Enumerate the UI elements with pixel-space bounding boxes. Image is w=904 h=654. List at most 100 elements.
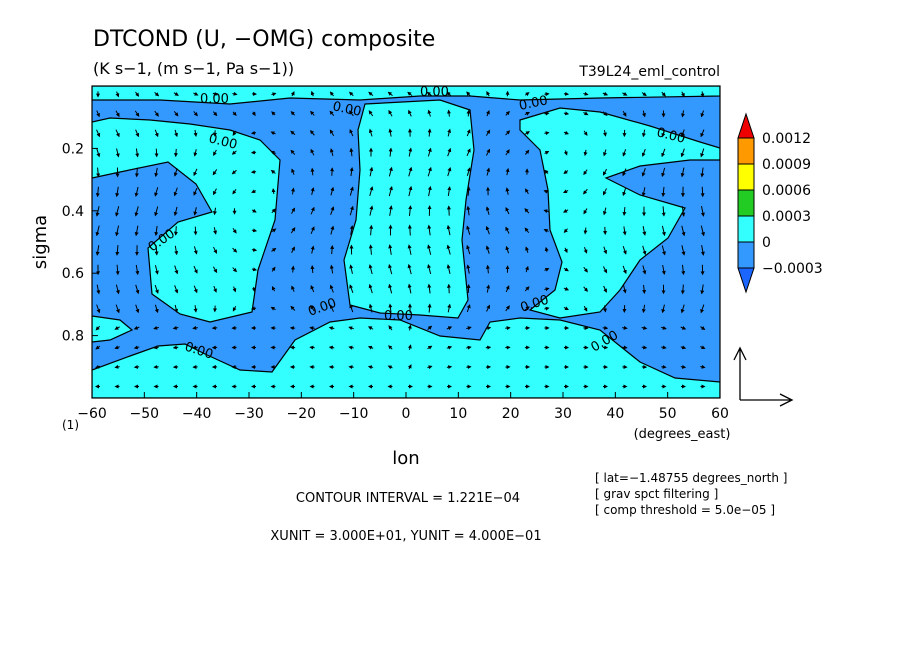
wind-vector (95, 364, 101, 369)
wind-vector (193, 91, 199, 96)
wind-vector (524, 92, 530, 97)
wind-vector (135, 91, 140, 97)
wind-vector (544, 268, 550, 272)
wind-vector (427, 147, 432, 157)
wind-vector (700, 110, 705, 118)
wind-vector (524, 208, 530, 214)
wind-vector (154, 225, 159, 237)
wind-vector (524, 286, 530, 292)
wind-vector (485, 206, 490, 215)
wind-vector (486, 304, 490, 312)
wind-vector (446, 345, 453, 350)
wind-vector (622, 246, 627, 255)
wind-vector (622, 265, 627, 275)
wind-vector (290, 130, 296, 136)
positive-region-right (519, 107, 720, 319)
contour-label: 0.00 (207, 131, 239, 153)
wind-vector (173, 206, 178, 217)
wind-vector (251, 286, 256, 293)
wind-vector (562, 189, 569, 194)
wind-vector (134, 225, 139, 237)
contour-label: 0.00 (518, 93, 549, 114)
wind-vector (641, 187, 646, 197)
wind-vector (309, 326, 315, 331)
wind-vector (661, 225, 666, 237)
wind-vector (212, 111, 218, 117)
wind-vector (680, 345, 687, 350)
wind-vector (271, 228, 277, 233)
wind-vector (583, 266, 588, 273)
wind-vector (505, 245, 510, 254)
wind-vector (602, 91, 609, 96)
wind-vector (505, 110, 510, 116)
wind-vector (603, 149, 607, 157)
wind-vector (388, 166, 393, 177)
wind-vector (329, 148, 334, 157)
wind-vector (349, 166, 354, 177)
chart-units: (K s−1, (m s−1, Pa s−1)) (93, 59, 294, 78)
wind-vector (173, 226, 178, 236)
wind-vector (271, 266, 276, 272)
wind-vector (349, 303, 354, 313)
wind-vector (271, 208, 276, 214)
wind-vector (603, 305, 607, 313)
wind-vector (193, 149, 198, 157)
wind-vector (447, 109, 451, 117)
wind-vector (115, 264, 120, 276)
wind-vector (154, 245, 159, 256)
wind-vector (544, 131, 550, 136)
colorbar: 0.0012 0.0009 0.0006 0.0003 0 −0.0003 (737, 112, 823, 294)
positive-region-lower-left (92, 315, 134, 343)
wind-vector (368, 326, 374, 330)
wind-vector (290, 227, 296, 234)
wind-vector (291, 168, 295, 175)
wind-vector (700, 129, 705, 138)
wind-vector (310, 129, 315, 136)
wind-vector (271, 111, 276, 116)
wind-vector (485, 129, 491, 136)
wind-vector (641, 325, 648, 330)
x-tick-label: 30 (554, 406, 572, 422)
wind-vector (153, 325, 159, 330)
x-tick-label: −40 (182, 406, 212, 422)
wind-vector (427, 185, 432, 197)
positive-region-top-strip (92, 86, 720, 105)
wind-vector (369, 166, 374, 177)
wind-vector (466, 264, 471, 274)
wind-vector (95, 325, 101, 331)
wind-vector (310, 110, 315, 116)
wind-vector (174, 129, 178, 138)
wind-vector (543, 189, 549, 194)
wind-vector (466, 345, 472, 350)
info-line: [ grav spct filtering ] (595, 487, 718, 501)
wind-vector (583, 169, 588, 176)
wind-vector (486, 167, 491, 176)
wind-vector (446, 365, 453, 370)
wind-vector (661, 148, 666, 158)
wind-vector (427, 303, 432, 313)
wind-vector (408, 147, 413, 157)
wind-vector (563, 306, 569, 310)
contour-label: 0.00 (420, 85, 449, 100)
wind-vector (466, 167, 471, 176)
wind-vector (661, 129, 666, 138)
wind-vector (232, 267, 238, 273)
x-tick-label: −10 (339, 406, 369, 422)
wind-vector (447, 167, 452, 177)
wind-vector (700, 167, 705, 178)
contour-label: 0.00 (384, 309, 413, 324)
wind-vector (525, 246, 529, 253)
wind-vector (622, 325, 628, 330)
wind-vector (563, 286, 570, 291)
wind-vector (447, 303, 452, 313)
wind-vector (329, 304, 334, 312)
wind-vector (213, 227, 218, 235)
wind-vector (486, 110, 490, 117)
wind-vector (408, 185, 413, 197)
wind-vector (603, 130, 607, 137)
info-line: [ comp threshold = 5.0e−05 ] (595, 503, 775, 517)
wind-vector (290, 91, 295, 97)
wind-vector (388, 263, 393, 275)
y-axis-label: sigma (30, 215, 51, 269)
wind-vector (563, 170, 569, 175)
